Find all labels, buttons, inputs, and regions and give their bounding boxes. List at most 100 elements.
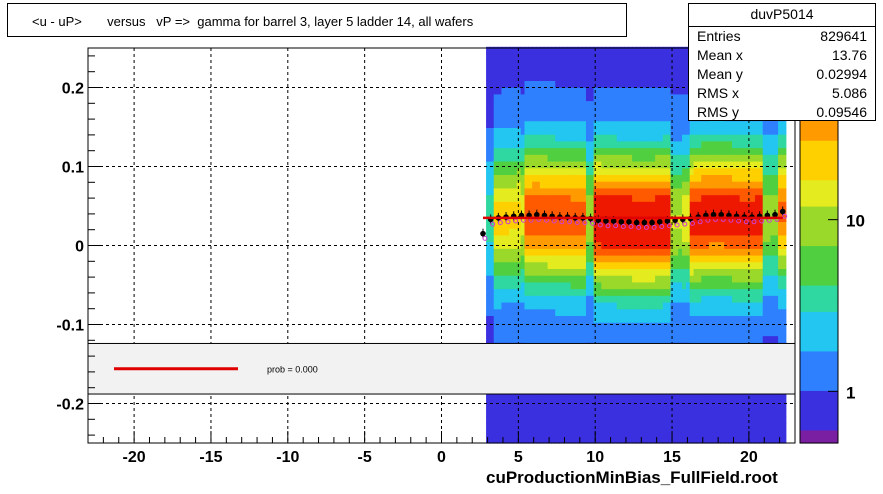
heatmap-cell — [708, 402, 714, 411]
heatmap-cell — [609, 221, 614, 229]
heatmap-cell — [505, 93, 510, 102]
heatmap-cell — [639, 261, 645, 270]
heatmap-cell — [582, 335, 587, 343]
heatmap-cell — [512, 261, 518, 270]
heatmap-cell — [501, 234, 506, 243]
heatmap-cell — [605, 187, 610, 196]
heatmap-cell — [678, 201, 683, 209]
heatmap-cell — [697, 140, 702, 149]
heatmap-cell — [674, 308, 679, 317]
heatmap-cell — [632, 207, 637, 216]
heatmap-cell — [620, 395, 625, 404]
heatmap-cell — [728, 322, 733, 330]
heatmap-cell — [543, 160, 549, 169]
heatmap-cell — [566, 228, 572, 236]
heatmap-cell — [735, 416, 741, 424]
profile-point — [710, 211, 717, 218]
heatmap-cell — [489, 295, 495, 303]
heatmap-cell — [516, 422, 522, 431]
heatmap-cell — [770, 194, 775, 202]
heatmap-cell — [620, 127, 625, 135]
heatmap-cell — [762, 221, 768, 229]
heatmap-cell — [647, 87, 652, 95]
heatmap-cell — [489, 248, 495, 256]
heatmap-cell — [666, 154, 672, 162]
heatmap-cell — [628, 288, 633, 296]
heatmap-cell — [682, 194, 687, 202]
heatmap-cell — [609, 281, 614, 290]
heatmap-cell — [624, 113, 629, 122]
heatmap-cell — [566, 308, 572, 317]
heatmap-cell — [682, 315, 687, 323]
stats-row-entries: Entries 829641 — [697, 28, 867, 47]
heatmap-cell — [712, 147, 718, 155]
heatmap-cell — [628, 154, 633, 162]
heatmap-cell — [551, 134, 556, 142]
heatmap-cell — [647, 308, 652, 317]
heatmap-cell — [751, 201, 756, 209]
heatmap-cell — [666, 194, 672, 202]
heatmap-cell — [497, 409, 503, 417]
heatmap-cell — [605, 113, 610, 122]
heatmap-cell — [632, 221, 637, 229]
heatmap-cell — [524, 261, 529, 270]
heatmap-cell — [693, 160, 699, 169]
heatmap-cell — [766, 120, 772, 128]
heatmap-cell — [493, 295, 499, 303]
heatmap-cell — [532, 322, 537, 330]
heatmap-cell — [635, 241, 641, 249]
heatmap-cell — [774, 254, 779, 263]
heatmap-cell — [551, 228, 556, 236]
heatmap-cell — [774, 301, 779, 310]
heatmap-cell — [609, 181, 614, 189]
heatmap-cell — [605, 234, 610, 243]
heatmap-cell — [635, 328, 641, 337]
heatmap-cell — [574, 275, 579, 283]
heatmap-cell — [697, 315, 702, 323]
heatmap-cell — [712, 322, 718, 330]
heatmap-cell — [666, 275, 672, 283]
heatmap-cell — [762, 308, 768, 317]
heatmap-cell — [601, 221, 606, 229]
heatmap-cell — [547, 422, 552, 431]
heatmap-cell — [582, 248, 587, 256]
heatmap-cell — [774, 134, 779, 142]
heatmap-cell — [731, 416, 737, 424]
heatmap-cell — [647, 140, 652, 149]
heatmap-cell — [708, 395, 714, 404]
heatmap-cell — [524, 281, 529, 290]
heatmap-cell — [755, 228, 760, 236]
heatmap-cell — [778, 301, 783, 310]
heatmap-cell — [731, 315, 737, 323]
heatmap-cell — [562, 221, 568, 229]
heatmap-cell — [559, 234, 564, 243]
heatmap-cell — [528, 66, 533, 75]
heatmap-cell — [674, 100, 679, 108]
palette-cell — [800, 377, 838, 391]
heatmap-cell — [528, 416, 533, 424]
heatmap-cell — [562, 308, 568, 317]
heatmap-cell — [628, 436, 633, 444]
heatmap-cell — [662, 100, 668, 108]
heatmap-cell — [628, 113, 633, 122]
heatmap-cell — [566, 181, 572, 189]
heatmap-cell — [547, 335, 552, 343]
heatmap-cell — [766, 167, 772, 175]
heatmap-cell — [520, 436, 526, 444]
heatmap-cell — [528, 167, 533, 175]
heatmap-cell — [574, 181, 579, 189]
heatmap-cell — [570, 281, 576, 290]
heatmap-cell — [685, 248, 691, 256]
heatmap-cell — [620, 234, 625, 243]
heatmap-cell — [505, 335, 510, 343]
heatmap-cell — [539, 60, 545, 68]
heatmap-cell — [609, 174, 614, 182]
heatmap-cell — [505, 268, 510, 276]
heatmap-cell — [501, 73, 506, 81]
heatmap-cell — [620, 53, 625, 61]
heatmap-cell — [678, 147, 683, 155]
heatmap-cell — [582, 46, 587, 55]
heatmap-cell — [497, 80, 503, 88]
heatmap-cell — [520, 100, 526, 108]
heatmap-cell — [689, 201, 695, 209]
